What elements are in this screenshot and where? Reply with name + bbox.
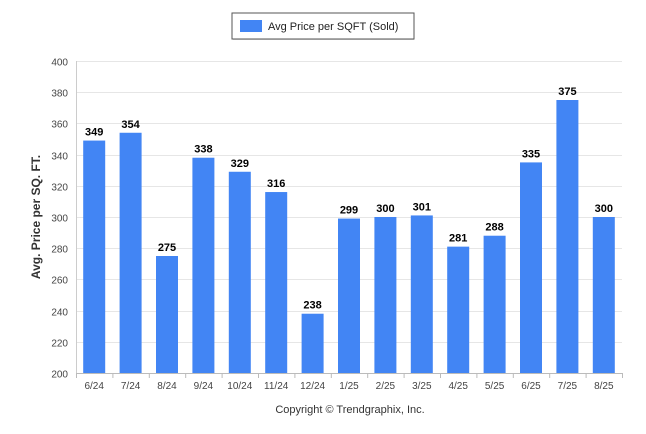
data-label: 349 — [85, 127, 103, 139]
data-labels: 349 354 275 338 329 316 238 299 300 301 281 288 335 3… — [85, 86, 613, 312]
x-tick-label: 7/25 — [558, 381, 578, 392]
data-label: 281 — [449, 233, 467, 245]
data-label: 375 — [558, 86, 576, 98]
x-tick-label: 3/25 — [412, 381, 432, 392]
data-label: 301 — [413, 201, 431, 213]
bar-12-24 — [301, 313, 324, 373]
x-tick-label: 11/24 — [264, 381, 289, 392]
bar-6-25 — [520, 162, 542, 373]
bar-10-24 — [228, 171, 251, 373]
data-label: 275 — [158, 242, 176, 254]
x-tick-label: 1/25 — [339, 381, 359, 392]
legend-box — [231, 12, 415, 40]
data-label: 335 — [522, 148, 540, 160]
bar-2-25 — [374, 217, 397, 373]
axes: 200 220 240 260 280 300 320 340 360 380 400 6/24 7/2… — [51, 58, 623, 392]
y-tick-label: 380 — [51, 89, 68, 100]
legend-label: Avg Price per SQFT (Sold) — [268, 21, 398, 33]
x-tick-label: 10/24 — [227, 381, 252, 392]
bar-1-25 — [338, 218, 360, 373]
y-tick-label: 340 — [51, 152, 68, 163]
bar-7-25 — [556, 100, 579, 373]
y-tick-label: 280 — [51, 245, 68, 256]
x-tick-label: 9/24 — [194, 381, 214, 392]
bar-3-25 — [410, 215, 433, 373]
bar-5-25 — [483, 235, 506, 373]
legend: Avg Price per SQFT (Sold) — [231, 12, 415, 40]
x-tick-label: 4/25 — [448, 381, 468, 392]
x-tick-label: 8/24 — [157, 381, 177, 392]
y-tick-label: 300 — [51, 214, 68, 225]
copyright-text: Copyright © Trendgraphix, Inc. — [275, 404, 424, 416]
legend-swatch — [240, 20, 262, 32]
bar-8-24 — [156, 256, 178, 373]
data-label: 354 — [121, 119, 140, 131]
y-tick-label: 240 — [51, 308, 68, 319]
data-label: 300 — [595, 203, 613, 215]
y-tick-label: 400 — [51, 58, 68, 69]
y-axis-label: Avg. Price per SQ. FT. — [29, 155, 43, 279]
bar-6-24 — [83, 140, 106, 373]
bar-11-24 — [265, 192, 288, 373]
x-tick-label: 6/24 — [84, 381, 104, 392]
y-tick-label: 220 — [51, 339, 68, 350]
y-tick-label: 260 — [51, 276, 68, 287]
y-tick-label: 200 — [51, 370, 68, 381]
y-tick-label: 320 — [51, 183, 68, 194]
data-label: 299 — [340, 205, 358, 217]
x-tick-label: 8/25 — [594, 381, 614, 392]
bar-7-24 — [119, 132, 142, 373]
data-label: 338 — [194, 144, 212, 156]
data-label: 316 — [267, 178, 285, 190]
bar-8-25 — [592, 217, 615, 373]
y-tick-label: 360 — [51, 120, 68, 131]
data-label: 238 — [303, 300, 321, 312]
data-label: 288 — [485, 222, 503, 234]
x-tick-label: 7/24 — [121, 381, 141, 392]
data-label: 300 — [376, 203, 394, 215]
bar-9-24 — [192, 157, 215, 373]
x-tick-label: 12/24 — [300, 381, 325, 392]
bars — [83, 100, 615, 373]
x-tick-label: 5/25 — [485, 381, 505, 392]
bar-4-25 — [447, 246, 470, 373]
x-tick-label: 2/25 — [376, 381, 396, 392]
data-label: 329 — [231, 158, 249, 170]
x-tick-label: 6/25 — [521, 381, 541, 392]
